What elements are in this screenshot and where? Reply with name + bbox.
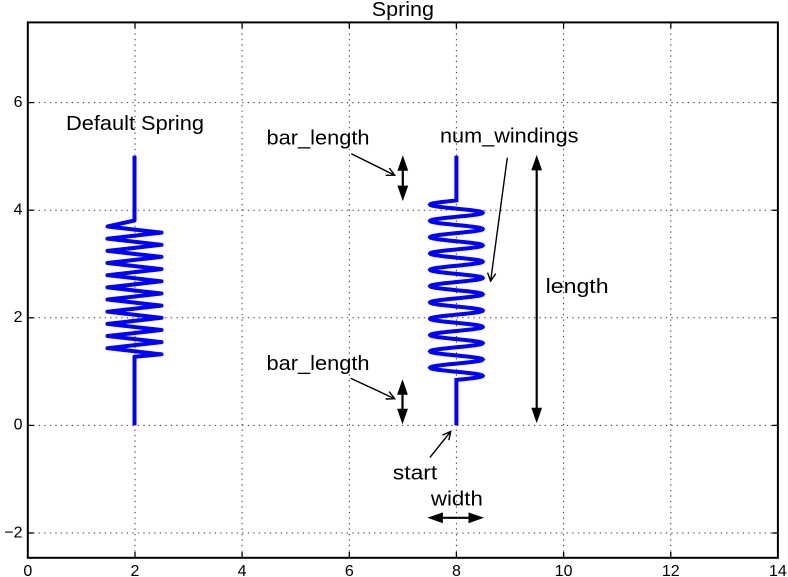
svg-text:0: 0 bbox=[23, 563, 32, 577]
svg-text:4: 4 bbox=[14, 202, 23, 219]
svg-text:2: 2 bbox=[14, 309, 23, 326]
svg-text:10: 10 bbox=[555, 563, 573, 577]
svg-text:bar_length: bar_length bbox=[267, 353, 370, 375]
svg-text:start: start bbox=[393, 462, 438, 484]
svg-text:num_windings: num_windings bbox=[440, 126, 579, 148]
svg-text:6: 6 bbox=[345, 563, 354, 577]
svg-text:12: 12 bbox=[662, 563, 680, 577]
svg-text:0: 0 bbox=[14, 417, 23, 434]
svg-text:Spring: Spring bbox=[372, 0, 434, 21]
svg-text:4: 4 bbox=[238, 563, 247, 577]
svg-text:8: 8 bbox=[452, 563, 461, 577]
svg-text:Default Spring: Default Spring bbox=[66, 113, 204, 135]
svg-text:width: width bbox=[430, 488, 483, 510]
svg-text:−2: −2 bbox=[4, 524, 22, 541]
svg-text:bar_length: bar_length bbox=[267, 128, 370, 150]
svg-text:14: 14 bbox=[769, 563, 787, 577]
svg-text:2: 2 bbox=[131, 563, 140, 577]
svg-text:length: length bbox=[546, 276, 609, 298]
svg-text:6: 6 bbox=[14, 94, 23, 111]
